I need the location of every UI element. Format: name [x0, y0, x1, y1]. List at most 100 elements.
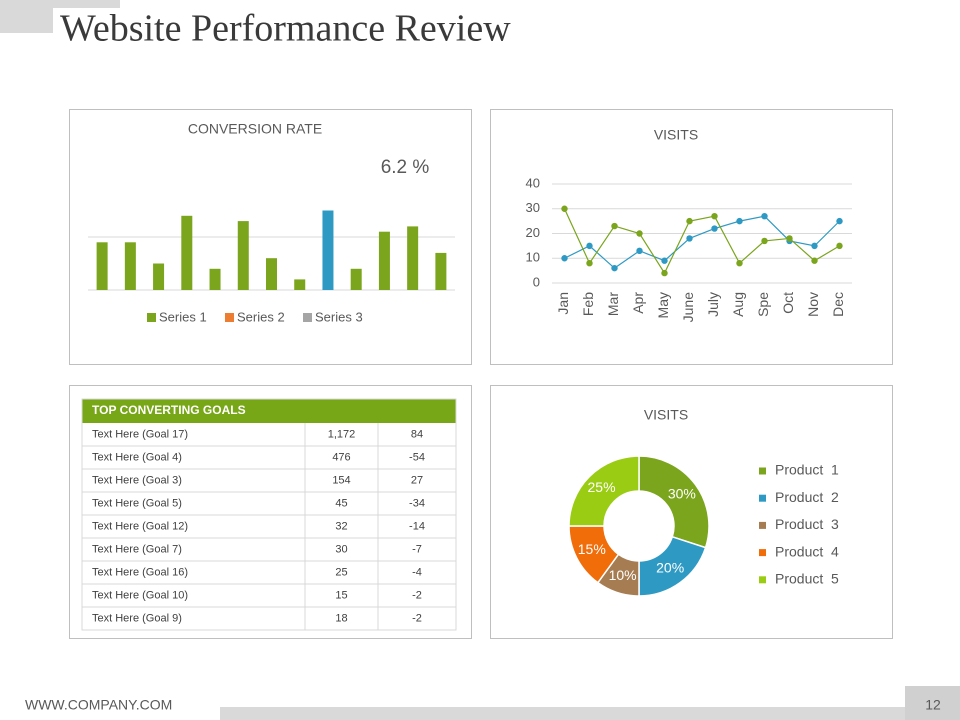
footer-website: WWW.COMPANY.COM — [25, 697, 172, 713]
table-cell: Text Here (Goal 17) — [92, 428, 188, 440]
legend-label: Product 1 — [775, 462, 839, 478]
point — [736, 260, 743, 267]
point — [761, 237, 768, 245]
footer-bar — [220, 707, 905, 720]
point — [586, 260, 593, 267]
point — [836, 242, 843, 250]
table-cell: 154 — [332, 474, 350, 486]
legend-swatch — [303, 313, 312, 322]
legend-swatch — [147, 313, 156, 322]
bar — [124, 242, 136, 290]
table-cell: -7 — [412, 543, 422, 555]
y-tick-label: 40 — [526, 175, 540, 190]
bar — [181, 215, 193, 290]
bar — [378, 231, 390, 290]
table-cell: Text Here (Goal 5) — [92, 497, 182, 509]
point — [561, 255, 568, 262]
y-tick-label: 10 — [526, 250, 540, 265]
table-cell: -14 — [409, 520, 425, 532]
page-number: 12 — [925, 697, 941, 713]
legend-swatch — [759, 549, 766, 557]
x-tick-label: May — [655, 292, 671, 318]
table-cell: 1,172 — [328, 428, 356, 440]
point — [636, 247, 643, 255]
y-tick-label: 20 — [526, 225, 540, 240]
top-bar — [53, 0, 120, 8]
y-tick-label: 0 — [533, 274, 540, 289]
point — [636, 230, 643, 237]
slide-title: Website Performance Review — [60, 8, 511, 50]
table-cell: -34 — [409, 497, 425, 509]
table-cell: 18 — [335, 612, 347, 624]
point — [586, 242, 593, 250]
table-cell: Text Here (Goal 10) — [92, 589, 188, 601]
data-label: 30% — [668, 486, 696, 502]
legend-label: Product 2 — [775, 489, 839, 505]
corner-block — [0, 0, 53, 33]
bar — [407, 226, 419, 290]
data-label: 20% — [656, 560, 684, 576]
legend-label: Product 4 — [775, 543, 839, 559]
x-tick-label: Apr — [630, 292, 646, 314]
point — [661, 257, 668, 264]
table-border — [81, 398, 457, 631]
donut-slice — [568, 455, 640, 527]
data-label: 15% — [578, 541, 606, 557]
table-header — [82, 399, 456, 423]
point — [786, 235, 793, 242]
x-tick-label: Oct — [780, 292, 796, 314]
page-box — [905, 686, 960, 720]
bar — [153, 263, 165, 290]
x-tick-label: Feb — [580, 292, 596, 316]
x-tick-label: Dec — [830, 292, 846, 317]
x-tick-label: Aug — [730, 292, 746, 317]
bar — [294, 279, 306, 290]
legend-label: Product 5 — [775, 571, 839, 587]
bar — [435, 252, 447, 290]
legend-swatch — [759, 521, 766, 529]
table-cell: -2 — [412, 612, 422, 624]
point — [711, 212, 718, 220]
table-cell: -2 — [412, 589, 422, 601]
table-cell: Text Here (Goal 4) — [92, 451, 182, 463]
table-cell: Text Here (Goal 12) — [92, 520, 188, 532]
table-cell: -4 — [412, 566, 422, 578]
annotation: 6.2 % — [381, 157, 430, 178]
legend-swatch — [759, 494, 766, 502]
table-cell: 32 — [335, 520, 347, 532]
x-tick-label: June — [680, 292, 696, 323]
legend-swatch — [225, 313, 234, 322]
table-cell: Text Here (Goal 9) — [92, 612, 182, 624]
point — [661, 269, 668, 277]
table-cell: 27 — [411, 474, 423, 486]
bar — [237, 221, 249, 290]
point — [811, 257, 818, 264]
bar — [96, 242, 108, 290]
point — [561, 205, 568, 212]
x-tick-label: Jan — [555, 292, 571, 315]
legend-label: Series 1 — [159, 309, 207, 324]
legend-label: Series 3 — [315, 309, 363, 324]
data-label: 10% — [609, 567, 637, 583]
x-tick-label: July — [705, 292, 721, 317]
table-cell: 25 — [335, 566, 347, 578]
point — [711, 225, 718, 232]
legend-swatch — [759, 467, 766, 475]
legend-label: Product 3 — [775, 516, 839, 532]
point — [761, 212, 768, 220]
chart-title: VISITS — [654, 127, 698, 143]
panel — [69, 385, 472, 639]
x-tick-label: Mar — [605, 292, 621, 316]
table-cell: Text Here (Goal 7) — [92, 543, 182, 555]
point — [686, 217, 693, 225]
table-cell: 476 — [332, 451, 350, 463]
table-cell: Text Here (Goal 16) — [92, 566, 188, 578]
table-cell: Text Here (Goal 3) — [92, 474, 182, 486]
bar — [209, 268, 221, 290]
point — [686, 235, 693, 242]
data-label: 25% — [588, 479, 616, 495]
x-tick-label: Spe — [755, 292, 771, 317]
point — [611, 222, 618, 230]
point — [611, 264, 618, 272]
